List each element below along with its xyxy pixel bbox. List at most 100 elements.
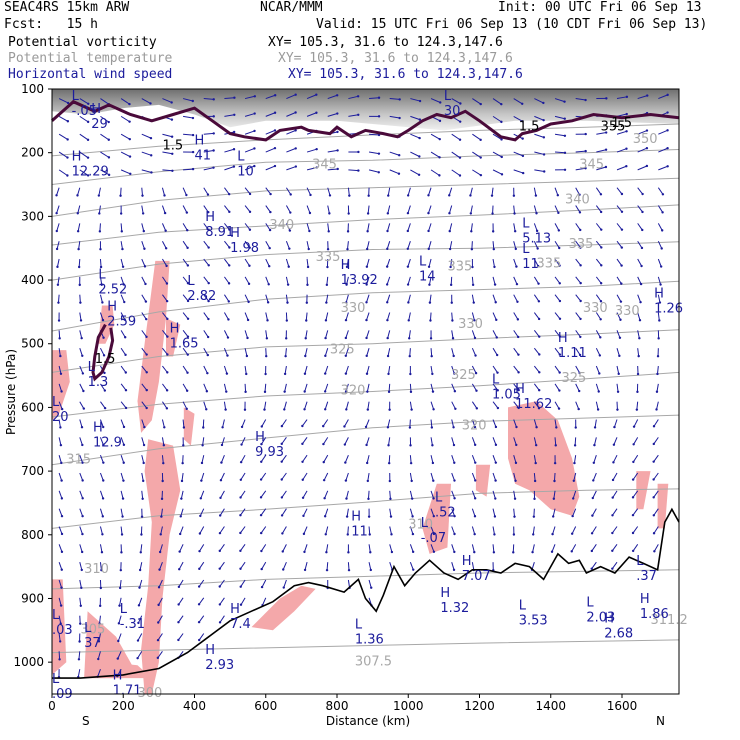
wind-vector-head <box>453 390 457 393</box>
wind-vector-head <box>179 515 182 518</box>
wind-vector <box>428 187 432 196</box>
wind-vector <box>281 508 287 516</box>
isentrope-340 <box>51 204 680 246</box>
wind-vector <box>239 526 246 534</box>
wind-vector <box>219 544 225 552</box>
wind-vector-head <box>370 586 373 589</box>
theta-label: 320 <box>462 419 487 434</box>
wind-vector <box>179 526 184 535</box>
wind-vector-head <box>599 193 603 196</box>
y-axis-label: Pressure (hPa) <box>4 349 18 435</box>
wind-vector-head <box>432 408 435 411</box>
y-tick-label: 1000 <box>13 655 44 669</box>
wind-vector-head <box>248 246 251 249</box>
theta-label: 335 <box>316 250 341 265</box>
wind-vector-head <box>232 148 236 151</box>
isentrope-335 <box>51 241 680 281</box>
wind-vector <box>58 508 63 517</box>
wind-vector <box>451 419 455 428</box>
extremum-value: 5.13 <box>522 231 551 246</box>
wind-vector-head <box>473 425 477 429</box>
wind-vector <box>575 98 586 101</box>
wind-vector <box>265 187 271 195</box>
wind-vector <box>327 113 338 117</box>
wind-vector-head <box>453 372 456 375</box>
wind-vector-head <box>427 247 430 251</box>
wind-vector <box>203 383 208 392</box>
wind-vector-head <box>432 497 435 500</box>
wind-vector <box>430 98 441 103</box>
extremum-L: L <box>421 516 429 531</box>
wind-vector-head <box>407 319 410 322</box>
wind-vector <box>100 401 106 409</box>
wind-vector <box>178 561 184 570</box>
wind-vector <box>591 561 597 569</box>
wind-vector-head <box>177 638 180 642</box>
wind-vector-head <box>398 154 401 157</box>
wind-vector-head <box>513 230 517 233</box>
wind-vector-head <box>156 656 160 660</box>
wind-vector <box>158 597 163 606</box>
wind-vector-head <box>439 101 442 104</box>
isentrope-310 <box>51 488 680 529</box>
wind-vector-head <box>323 515 327 518</box>
extremum-value: 9.93 <box>255 445 284 460</box>
wind-vector-head <box>325 283 329 287</box>
wind-vector-head <box>427 211 430 215</box>
wind-vector <box>407 187 411 196</box>
wind-vector <box>79 455 84 463</box>
wind-vector <box>79 348 83 356</box>
wind-vector-head <box>264 372 267 376</box>
wind-vector-head <box>99 265 103 269</box>
wind-vector-head <box>86 156 90 159</box>
wind-vector-head <box>177 621 180 624</box>
wind-vector-head <box>158 568 161 571</box>
wind-vector-head <box>121 497 125 500</box>
wind-vector <box>575 276 582 284</box>
wind-vector-head <box>596 408 600 411</box>
wind-vector <box>120 133 131 140</box>
wind-vector <box>120 526 123 535</box>
wind-vector <box>575 401 580 410</box>
wind-vector <box>637 147 648 153</box>
wind-vector-head <box>191 133 195 137</box>
wind-vector <box>99 508 104 517</box>
wind-vector-head <box>584 98 587 102</box>
wind-vector-head <box>303 550 306 554</box>
wind-vector <box>58 133 68 140</box>
wind-vector <box>58 544 63 553</box>
wind-vector <box>100 98 109 105</box>
wind-vector <box>203 276 210 284</box>
wind-vector-head <box>191 167 195 171</box>
wind-vector <box>389 562 393 570</box>
wind-vector-head <box>612 443 616 446</box>
wind-vector-head <box>652 460 655 463</box>
wind-vector <box>573 455 577 464</box>
wind-vector-head <box>542 136 546 139</box>
wind-vector <box>653 419 659 427</box>
wind-vector-head <box>185 407 188 411</box>
wind-vector-head <box>245 372 248 376</box>
wind-vector-head <box>246 336 249 340</box>
wind-vector-head <box>513 212 516 215</box>
wind-vector <box>430 544 435 552</box>
wind-vector-head <box>459 102 462 105</box>
wind-vector <box>203 98 214 100</box>
wind-vector <box>471 455 476 463</box>
extremum-value: 1.36 <box>355 633 384 648</box>
wind-vector <box>513 419 517 428</box>
wind-vector-head <box>449 283 453 287</box>
wind-vector-head <box>166 371 169 374</box>
wind-vector-head <box>453 497 456 500</box>
wind-vector <box>306 223 310 232</box>
wind-vector <box>141 258 146 267</box>
wind-vector-head <box>517 406 520 410</box>
wind-vector-head <box>408 354 411 358</box>
extremum-L: L <box>355 618 363 633</box>
wind-vector <box>513 151 524 157</box>
wind-vector-head <box>186 353 189 356</box>
wind-vector-head <box>578 193 581 196</box>
wind-vector-head <box>533 479 537 483</box>
wind-vector-head <box>227 282 231 285</box>
wind-vector <box>324 365 329 374</box>
